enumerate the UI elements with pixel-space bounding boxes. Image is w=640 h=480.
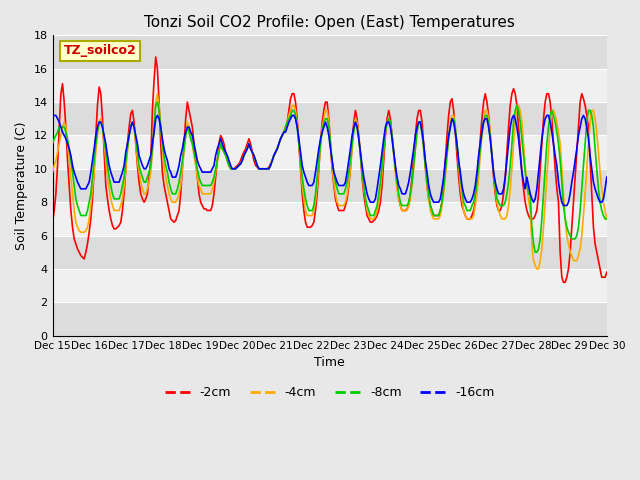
Bar bbox=[52, 269, 607, 302]
-4cm bbox=[154, 91, 161, 96]
-8cm bbox=[525, 191, 532, 197]
-16cm bbox=[356, 149, 364, 155]
-16cm bbox=[260, 166, 268, 172]
-4cm bbox=[358, 169, 366, 175]
Bar bbox=[52, 36, 607, 69]
-8cm bbox=[531, 249, 539, 255]
Legend: -2cm, -4cm, -8cm, -16cm: -2cm, -4cm, -8cm, -16cm bbox=[159, 382, 500, 405]
-2cm bbox=[358, 174, 366, 180]
-2cm bbox=[376, 199, 384, 205]
Bar bbox=[52, 236, 607, 269]
-2cm bbox=[152, 54, 159, 60]
-16cm bbox=[408, 157, 416, 163]
-8cm bbox=[49, 141, 56, 147]
Text: TZ_soilco2: TZ_soilco2 bbox=[63, 44, 136, 57]
-2cm bbox=[603, 269, 611, 275]
Line: -16cm: -16cm bbox=[52, 115, 607, 205]
Bar bbox=[52, 102, 607, 135]
Bar bbox=[52, 169, 607, 202]
-16cm bbox=[603, 174, 611, 180]
-4cm bbox=[49, 169, 56, 175]
-8cm bbox=[410, 163, 417, 168]
-8cm bbox=[603, 216, 611, 222]
-2cm bbox=[49, 219, 56, 225]
-16cm bbox=[164, 157, 172, 163]
-4cm bbox=[603, 216, 611, 222]
-8cm bbox=[358, 169, 366, 175]
-8cm bbox=[376, 179, 384, 185]
-8cm bbox=[154, 99, 161, 105]
-4cm bbox=[533, 266, 541, 272]
-16cm bbox=[375, 174, 383, 180]
-4cm bbox=[376, 186, 384, 192]
-8cm bbox=[262, 166, 269, 172]
-2cm bbox=[165, 208, 173, 214]
Bar bbox=[52, 135, 607, 169]
-4cm bbox=[410, 166, 417, 172]
Line: -8cm: -8cm bbox=[52, 102, 607, 252]
-8cm bbox=[165, 179, 173, 185]
-2cm bbox=[559, 279, 567, 285]
-4cm bbox=[165, 191, 173, 197]
Bar bbox=[52, 302, 607, 336]
-4cm bbox=[262, 166, 269, 172]
Bar bbox=[52, 69, 607, 102]
Line: -2cm: -2cm bbox=[52, 57, 607, 282]
-16cm bbox=[523, 174, 531, 180]
Line: -4cm: -4cm bbox=[52, 94, 607, 269]
-16cm bbox=[49, 112, 56, 118]
-2cm bbox=[525, 213, 532, 218]
-4cm bbox=[525, 196, 532, 202]
Bar bbox=[52, 202, 607, 236]
-2cm bbox=[262, 166, 269, 172]
-2cm bbox=[410, 153, 417, 158]
Title: Tonzi Soil CO2 Profile: Open (East) Temperatures: Tonzi Soil CO2 Profile: Open (East) Temp… bbox=[144, 15, 515, 30]
X-axis label: Time: Time bbox=[314, 356, 345, 369]
Y-axis label: Soil Temperature (C): Soil Temperature (C) bbox=[15, 121, 28, 250]
-16cm bbox=[559, 203, 567, 208]
